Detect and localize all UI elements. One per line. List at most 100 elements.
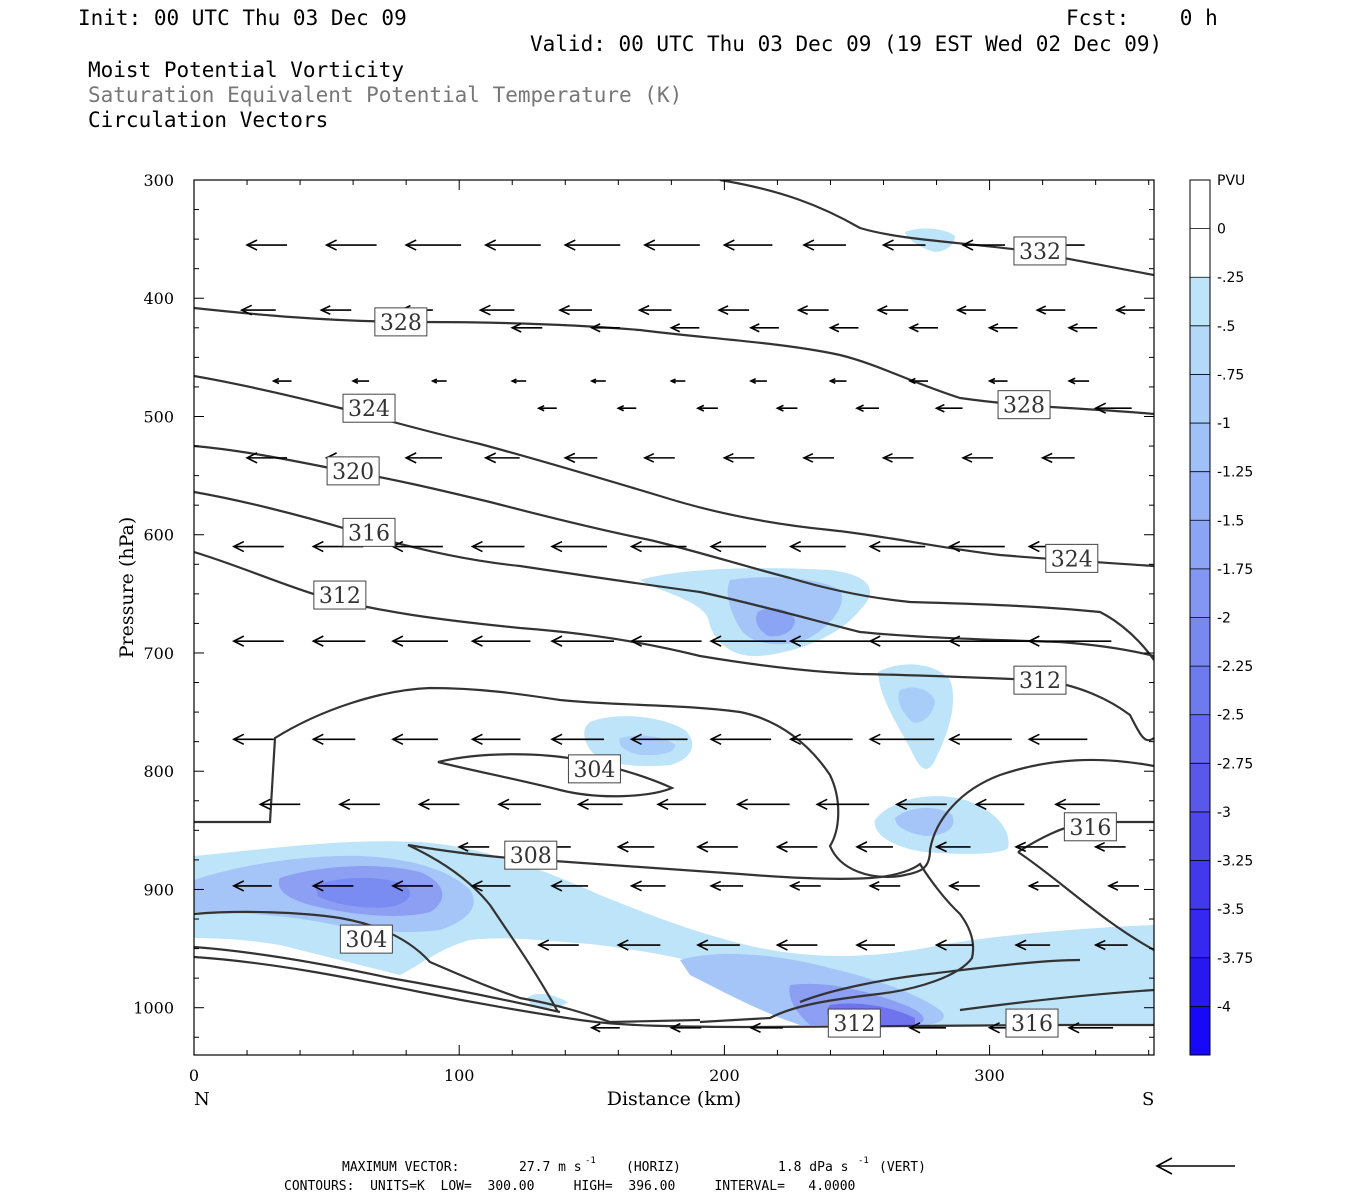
circulation-vector (934, 403, 963, 413)
max-horiz-unit: (HORIZ) (626, 1160, 681, 1175)
x-end-label-left: N (194, 1089, 210, 1110)
contour-label: 324 (342, 393, 396, 423)
title-theta-es: Saturation Equivalent Potential Temperat… (88, 83, 683, 107)
circulation-vector (311, 733, 356, 746)
contour-324 (194, 374, 1154, 568)
contour-label-text: 332 (1019, 240, 1061, 265)
circulation-vector (258, 798, 301, 811)
circulation-vector (961, 452, 994, 463)
circulation-vector (955, 305, 986, 315)
circulation-vector (948, 733, 1012, 746)
colorbar-unit: PVU (1217, 173, 1245, 189)
mpv-shade-small-blob (527, 993, 568, 1009)
plot-frame (193, 179, 1155, 1056)
contour-304-lower (194, 910, 701, 1024)
circulation-vector (1107, 880, 1139, 891)
colorbar-swatch (1190, 860, 1210, 910)
circulation-vector (894, 798, 947, 811)
x-tick-label: 100 (444, 1066, 475, 1085)
circulation-vector (709, 635, 787, 647)
circulation-vector (775, 404, 798, 412)
circulation-vector (637, 304, 672, 316)
contour-308-dip (407, 844, 559, 1013)
circulation-vector (391, 635, 448, 647)
contour-label-box (313, 580, 367, 610)
circulation-vector (749, 1022, 783, 1034)
colorbar-swatch (1190, 617, 1210, 667)
circulation-vector (1093, 841, 1126, 852)
colorbar-swatch (1190, 520, 1210, 569)
y-tick-label: 500 (143, 407, 174, 426)
circulation-vector (457, 841, 490, 852)
circulation-vector (271, 377, 292, 385)
circulation-vector (881, 239, 926, 251)
y-tick-label: 400 (143, 289, 174, 308)
colorbar-level-label: -.25 (1217, 270, 1244, 286)
contour-label-text: 324 (348, 397, 390, 422)
circulation-vector (669, 378, 686, 384)
footer: MAXIMUM VECTOR: 27.7 m s -1 (HORIZ) 1.8 … (284, 1156, 1235, 1194)
circulation-vector (589, 378, 606, 384)
circulation-vector (868, 733, 935, 746)
circulation-vector (948, 635, 1035, 647)
contour-label: 316 (342, 517, 396, 547)
circulation-vector (245, 452, 288, 464)
colorbar-level-label: -1 (1217, 416, 1231, 432)
contour-316-surface (799, 958, 1081, 1004)
colorbar-level-label: -3.5 (1217, 902, 1244, 918)
circulation-vector (656, 798, 707, 811)
mpv-shading (194, 228, 1154, 1025)
circulation-vector (1027, 635, 1112, 647)
colorbar-level-label: -.75 (1217, 367, 1244, 383)
circulation-vector (1054, 798, 1100, 811)
contour-316-right-tail (1017, 851, 1154, 951)
circulation-vector (338, 798, 380, 811)
circulation-vector (709, 540, 767, 553)
circulation-vector (881, 452, 914, 463)
init-time: Init: 00 UTC Thu 03 Dec 09 (78, 6, 407, 30)
contour-312-surface (959, 988, 1154, 1012)
contour-label-box (339, 924, 393, 954)
colorbar-level-label: -4 (1217, 999, 1231, 1015)
circulation-vector (239, 304, 276, 316)
contour-label-text: 312 (319, 584, 361, 609)
colorbar-swatch (1190, 277, 1210, 326)
contour-label: 316 (1063, 812, 1117, 842)
circulation-vector (828, 323, 859, 333)
circulation-vector (717, 305, 750, 315)
circulation-vector (311, 635, 366, 647)
circulation-vector (536, 939, 579, 951)
circulation-vector (908, 323, 939, 333)
x-tick-label: 0 (189, 1066, 199, 1085)
contour-label-text: 316 (1069, 816, 1111, 841)
circulation-vector (497, 798, 541, 811)
circulation-vector (391, 880, 433, 892)
reference-vector (1155, 1157, 1235, 1175)
title-mpv: Moist Potential Vorticity (88, 58, 405, 82)
circulation-vector (404, 239, 462, 251)
circulation-vector (470, 733, 521, 746)
circulation-vector (470, 880, 511, 892)
contour-label: 328 (374, 307, 428, 337)
colorbar-level-label: -1.5 (1217, 513, 1244, 529)
circulation-vector (788, 540, 846, 553)
circulation-vector (351, 378, 370, 384)
contour-label-box (504, 840, 558, 870)
circulation-vector (643, 239, 700, 251)
colorbar-swatch (1190, 763, 1210, 812)
circulation-vector (231, 733, 274, 746)
circulation-vector (749, 378, 767, 384)
colorbar-swatch (1190, 374, 1210, 424)
circulation-vector (802, 239, 846, 251)
contour-label-text: 308 (510, 844, 552, 869)
circulation-vector (510, 378, 527, 384)
circulation-vector (908, 377, 929, 385)
contour-332 (719, 180, 1154, 277)
circulation-vector (616, 841, 655, 853)
contour-label: 332 (1013, 236, 1067, 266)
contour-labels: 332 328 328 324 324 320 316 312 312 304 308 316 304 3… (313, 236, 1117, 1038)
circulation-vector (629, 733, 688, 746)
circulation-vector (478, 304, 515, 316)
circulation-vector (961, 239, 1006, 251)
